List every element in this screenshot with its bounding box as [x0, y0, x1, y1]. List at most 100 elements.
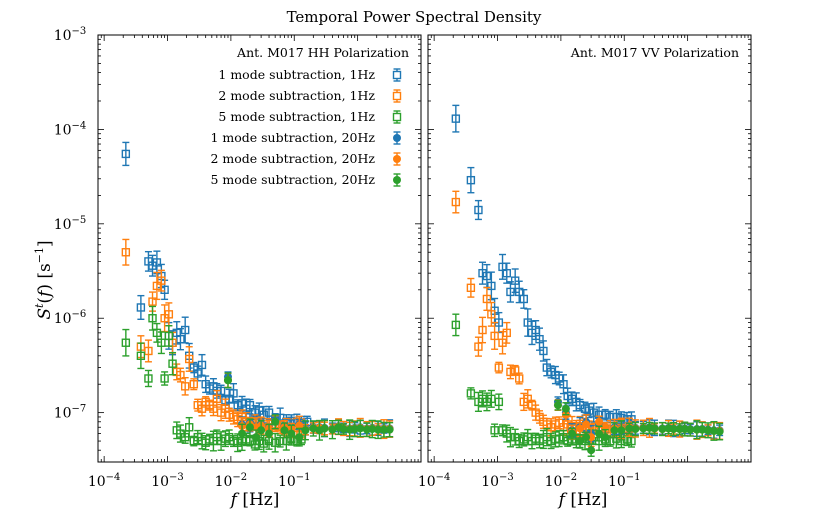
- data-point: [482, 271, 492, 281]
- data-point: [193, 369, 202, 378]
- data-point: [494, 363, 504, 372]
- data-point: [563, 436, 572, 446]
- data-point: [265, 429, 274, 438]
- data-point: [523, 318, 532, 327]
- legend-label: 2 mode subtraction, 20Hz: [210, 151, 375, 166]
- data-point: [216, 436, 226, 446]
- data-point: [320, 424, 329, 433]
- x-axis-label-hh: f [Hz]: [229, 490, 280, 510]
- data-point: [185, 354, 194, 364]
- data-point: [264, 408, 274, 417]
- x-tick-label: 10−4: [88, 472, 121, 490]
- data-point: [451, 197, 461, 207]
- data-point: [589, 408, 598, 417]
- legend-marker: [393, 176, 401, 184]
- data-point: [385, 425, 394, 434]
- data-point: [546, 436, 556, 446]
- data-point: [466, 175, 476, 185]
- data-point: [121, 149, 131, 159]
- panel-title: Ant. M017 HH Polarization: [236, 45, 409, 60]
- data-point: [136, 351, 146, 360]
- axes-frame: [97, 34, 422, 463]
- data-point: [328, 425, 337, 434]
- series-5-mode-subtraction-1hz: [451, 313, 636, 451]
- legend-label: 5 mode subtraction, 1Hz: [218, 109, 375, 124]
- panel-vv: 10−4 10−3 10−2 10−1 Ant. M017 VV Polarizatio…: [418, 34, 752, 490]
- legend-label: 1 mode subtraction, 20Hz: [210, 130, 375, 145]
- legend-label: 1 mode subtraction, 1Hz: [218, 67, 375, 82]
- data-point: [559, 380, 568, 389]
- y-tick-label: 10−4: [54, 120, 87, 138]
- data-point: [582, 420, 591, 429]
- data-point: [474, 342, 483, 351]
- data-point: [568, 429, 577, 438]
- data-point: [275, 436, 285, 446]
- x-tick-label: 10−2: [545, 472, 578, 490]
- data-point: [490, 331, 499, 341]
- data-point: [233, 415, 242, 424]
- data-point: [605, 436, 615, 446]
- data-point: [554, 434, 564, 443]
- data-point: [157, 338, 166, 347]
- data-point: [245, 423, 254, 432]
- data-point: [295, 433, 304, 442]
- x-axis-label-vv: f [Hz]: [557, 490, 608, 510]
- data-point: [121, 338, 131, 347]
- data-point: [152, 328, 162, 338]
- data-point: [502, 328, 511, 338]
- data-point: [539, 346, 548, 356]
- legend-label: 2 mode subtraction, 1Hz: [218, 88, 375, 103]
- data-point: [212, 394, 222, 404]
- panel-title: Ant. M017 VV Polarization: [570, 45, 739, 60]
- data-point: [466, 389, 476, 398]
- data-point: [610, 426, 619, 435]
- svg-text:f [Hz]: f [Hz]: [557, 490, 608, 510]
- data-point: [152, 281, 162, 291]
- data-point: [271, 417, 280, 426]
- data-point: [368, 425, 377, 434]
- data-point: [287, 429, 296, 438]
- data-point: [625, 424, 634, 433]
- data-point: [519, 294, 529, 304]
- data-point: [356, 424, 365, 433]
- data-point: [478, 325, 487, 335]
- data-point: [535, 334, 544, 344]
- data-point: [554, 374, 564, 383]
- legend-marker: [393, 155, 401, 163]
- data-point: [374, 425, 383, 434]
- data-point: [176, 370, 185, 380]
- data-point: [704, 426, 713, 435]
- data-point: [295, 421, 304, 430]
- axes-frame: [427, 34, 752, 463]
- x-tick-label: 10−4: [418, 472, 451, 490]
- data-point: [474, 205, 483, 215]
- data-point: [561, 404, 570, 413]
- data-point: [252, 433, 261, 442]
- data-point: [379, 425, 388, 434]
- data-point: [229, 389, 238, 398]
- data-point: [542, 363, 552, 372]
- data-point: [487, 310, 496, 319]
- x-tick-label: 10−3: [481, 472, 514, 490]
- data-point: [582, 433, 591, 442]
- series-5-mode-subtraction-20hz: [553, 399, 724, 457]
- data-point: [601, 433, 610, 442]
- data-point: [498, 262, 507, 272]
- data-point: [121, 248, 131, 257]
- data-point: [515, 374, 524, 383]
- data-point: [238, 429, 247, 438]
- data-point: [595, 429, 604, 438]
- data-point: [451, 114, 461, 123]
- data-point: [197, 360, 207, 370]
- data-point: [554, 418, 564, 428]
- data-point: [148, 314, 157, 323]
- data-point: [639, 424, 648, 433]
- data-point: [553, 401, 562, 410]
- data-point: [164, 310, 174, 319]
- data-point: [487, 281, 496, 291]
- data-point: [669, 425, 678, 434]
- data-point: [575, 437, 584, 446]
- data-point: [144, 374, 153, 383]
- data-point: [339, 425, 348, 434]
